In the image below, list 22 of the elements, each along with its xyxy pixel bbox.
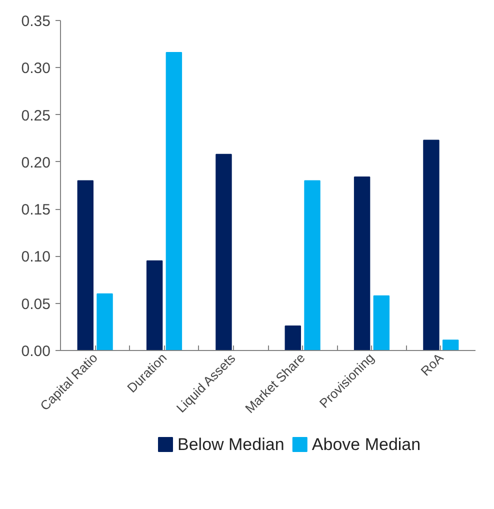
y-tick-label: 0.20 [21,154,51,172]
y-tick-label: 0.25 [21,107,51,124]
y-tick-label: 0.30 [21,60,51,78]
bar [77,180,94,350]
bar [423,140,440,350]
bar [373,295,390,350]
bar [284,325,302,350]
y-tick-label: 0.05 [21,296,51,313]
y-tick-label: 0.10 [21,248,51,266]
x-tick-label: RoA [418,350,446,379]
bar [96,293,113,350]
bar [354,176,370,350]
bar [146,260,163,350]
legend-label: Below Median [178,435,284,454]
bar [216,154,232,350]
y-tick-label: 0.15 [21,202,51,219]
bar [442,340,459,350]
legend-label: Above Median [312,435,421,454]
bar [304,180,320,350]
bar [166,52,182,350]
y-tick-label: 0.35 [21,13,51,30]
y-tick-label: 0.00 [21,343,51,360]
